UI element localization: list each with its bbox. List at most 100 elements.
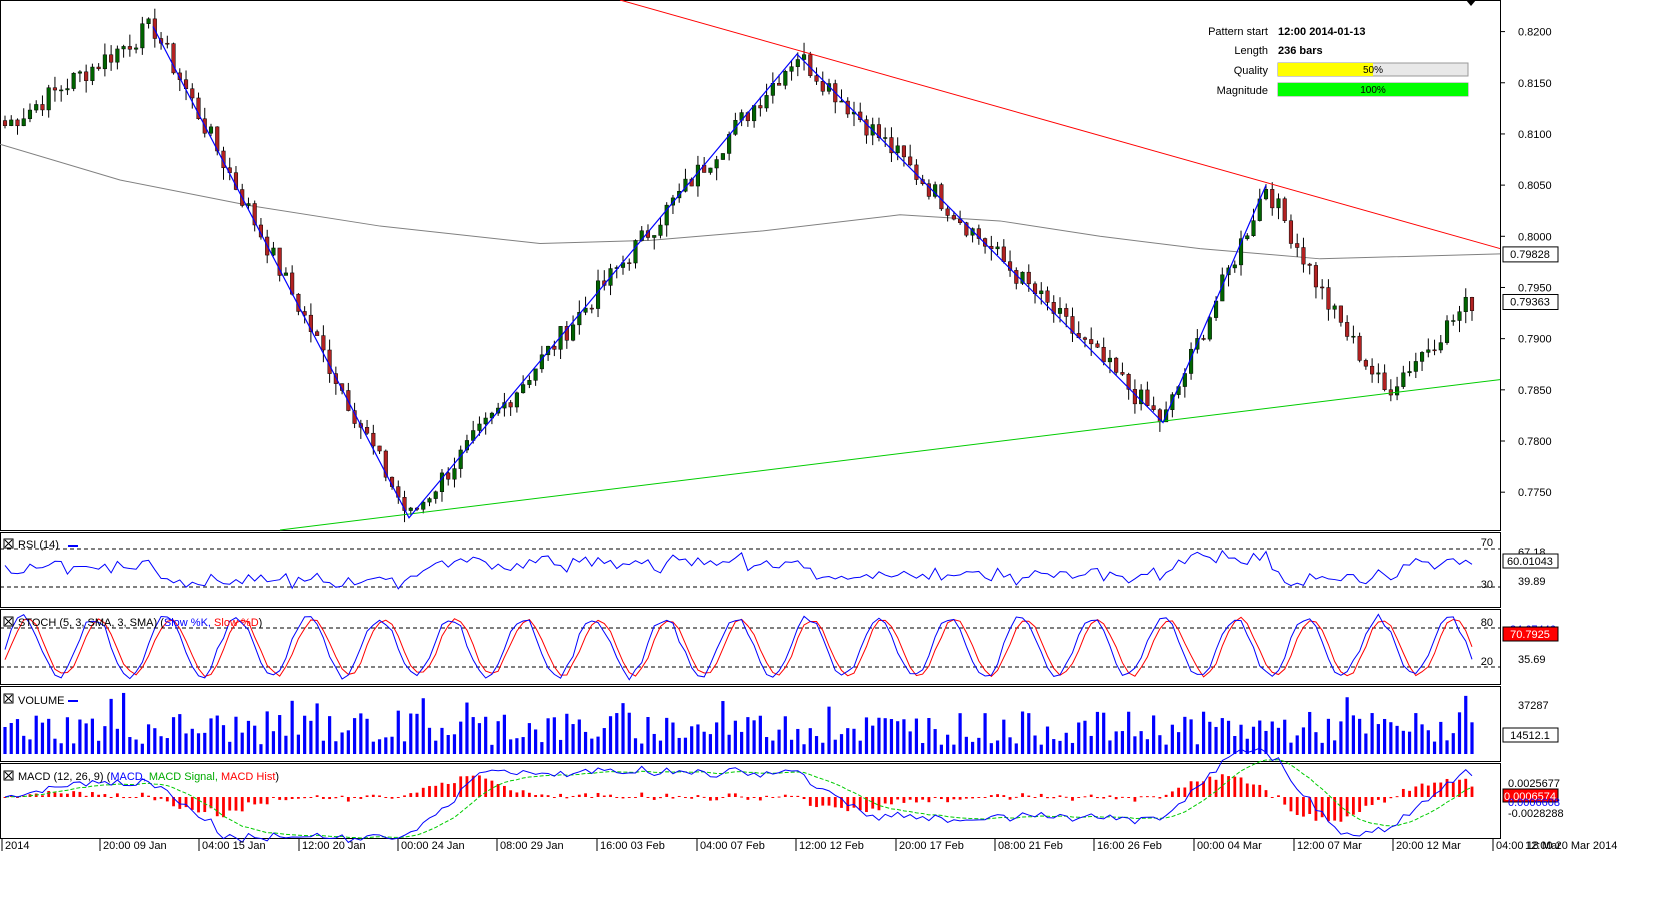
macd-hist-bar [440,782,444,797]
macd-hist-bar [340,795,344,797]
volume-bar [814,736,819,754]
macd-hist-bar [153,797,157,801]
macd-hist-bar [1170,791,1174,797]
volume-bar [1251,726,1256,754]
stoch-title: STOCH (5, 3, SMA, 3, SMA) (Slow %K, Slow… [18,617,262,629]
macd-hist-bar [365,795,369,797]
macd-hist-bar [1320,797,1324,818]
volume-bar [771,740,775,754]
macd-hist-bar [434,785,438,797]
volume-bar [652,733,656,754]
candle-body [1345,322,1350,337]
volume-bar [989,743,993,754]
macd-hist-bar [939,797,943,800]
macd-hist-bar [1108,795,1112,797]
macd-hist-bar [1233,776,1237,797]
candle-body [564,326,569,341]
macd-hist-bar [409,793,413,797]
candle-body [1376,372,1381,375]
macd-hist-bar [515,792,519,797]
volume-bar [509,739,513,754]
volume-bar [1445,740,1449,754]
macd-hist-bar [315,795,319,797]
candle-body [976,228,981,239]
macd-hist-bar [259,797,263,804]
volume-bar [740,731,744,754]
macd-hist-bar [634,797,637,798]
candle-body [926,183,931,197]
volume-bar [1432,741,1437,754]
macd-hist-bar [659,797,662,799]
macd-hist-bar [328,797,332,800]
volume-bar [1045,726,1050,754]
macd-hist-bar [765,795,768,797]
macd-hist-bar [290,797,294,799]
volume-bar [1139,731,1143,754]
volume-bar [852,728,856,754]
macd-hist-bar [90,792,94,797]
stoch-panel: STOCH (5, 3, SMA, 3, SMA) (Slow %K, Slow… [0,613,1559,681]
macd-hist-bar [1121,796,1124,798]
macd-hist-bar [721,797,725,798]
candle-body [571,324,576,341]
macd-hist-bar [172,797,175,807]
macd-hist-bar [996,794,999,797]
volume-bar [1226,720,1231,754]
candle-body [995,246,1000,250]
volume-bar [546,718,550,754]
macd-hist-bar [1302,797,1305,817]
price-tick-label: 0.8000 [1518,231,1552,243]
candle-body [1251,220,1256,237]
candle-body [1082,337,1088,340]
volume-bar [1039,744,1043,754]
candle-body [889,137,894,154]
corner-marker-icon [1466,0,1476,6]
volume-bar [1077,722,1081,754]
volume-bar [827,706,831,754]
macd-hist-bar [1408,790,1411,797]
volume-bar [752,720,756,754]
macd-hist-bar [1308,797,1312,814]
candle-body [1020,271,1025,284]
macd-hist-bar [1021,793,1024,797]
macd-hist-bar [1458,779,1461,797]
macd-hist-bar [883,797,887,804]
candle-body [383,450,388,478]
stoch-close-x-icon [4,617,13,626]
macd-hist-bar [134,797,138,798]
macd-hist-bar [115,793,119,797]
rsi-current-value: 60.01043 [1507,556,1553,568]
macd-hist-bar [1220,774,1224,797]
candle-body [1438,342,1443,351]
macd-hist-bar [1133,797,1137,802]
rsi-title: RSI (14) [18,539,59,551]
candle-body [664,204,669,226]
candle-body [46,87,51,111]
macd-hist-bar [540,794,544,797]
macd-hist-bar [1414,786,1418,797]
macd-hist-bar [1258,784,1262,797]
macd-hist-bar [471,775,475,797]
candle-body [433,491,438,499]
candle-body [839,100,844,103]
candle-body [1357,335,1362,361]
rsi-level-30-label: 30 [1481,579,1493,591]
price-panel-frame [0,0,1501,531]
macd-hist-bar [1195,781,1199,797]
macd-hist-bar [41,795,44,797]
volume-bar [146,724,151,754]
macd-hist-bar [727,793,731,797]
volume-bar [858,740,862,754]
macd-hist-bar [584,793,587,797]
macd-signal-line [4,759,1473,839]
volume-top-value: 37287 [1518,700,1549,712]
candle-body [1288,220,1294,244]
volume-bar [490,744,494,754]
macd-hist-bar [390,797,394,799]
candle-body [446,472,451,480]
volume-bar [565,713,569,754]
volume-bar [1195,744,1199,754]
volume-bar [47,718,51,754]
macd-hist-bar [278,797,282,800]
macd-hist-bar [1114,797,1118,800]
